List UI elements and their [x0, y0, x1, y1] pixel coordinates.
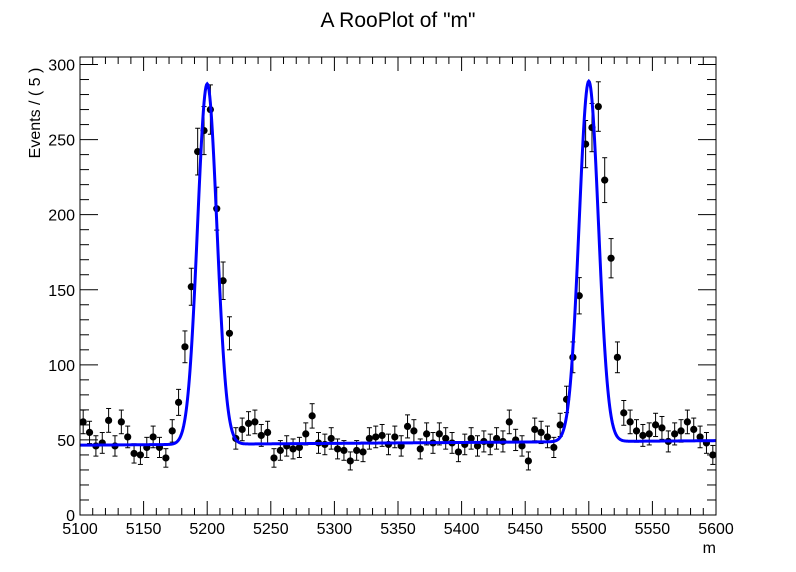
x-tick-label: 5600: [698, 521, 734, 538]
data-point: [442, 434, 450, 443]
data-point: [308, 412, 316, 420]
data-point: [467, 434, 475, 443]
x-tick-label: 5350: [380, 521, 416, 538]
data-point: [645, 430, 653, 438]
data-point: [683, 418, 691, 426]
x-tick-label: 5300: [317, 521, 353, 538]
data-point: [302, 430, 310, 438]
data-point: [537, 428, 545, 437]
data-point: [187, 283, 195, 291]
y-tick-label: 200: [48, 208, 75, 225]
data-point: [174, 398, 183, 406]
data-point: [79, 418, 87, 426]
data-point: [543, 433, 552, 441]
data-point: [454, 448, 463, 456]
data-point: [264, 428, 272, 437]
data-point: [658, 424, 666, 432]
data-point: [696, 433, 704, 441]
data-point: [492, 434, 501, 443]
fit-curve: [80, 78, 716, 447]
data-point: [677, 427, 685, 435]
data-point: [601, 176, 609, 184]
data-point: [435, 430, 443, 438]
y-tick-label: 150: [48, 283, 75, 300]
chart-title: A RooPlot of "m": [321, 9, 476, 32]
data-point: [276, 446, 284, 455]
data-point: [295, 443, 304, 452]
tick-labels: 5100 5150 5200 5250 5300 5350 5400 5450 5500 5550…: [48, 58, 734, 538]
data-point: [632, 427, 641, 435]
x-tick-label: 5250: [253, 521, 289, 538]
data-point: [225, 329, 234, 337]
data-point: [124, 433, 132, 441]
data-point: [181, 343, 189, 351]
data-point: [423, 430, 431, 438]
data-point: [671, 430, 679, 438]
data-point: [359, 448, 367, 456]
data-point: [149, 433, 157, 441]
y-tick-label: 50: [57, 433, 75, 450]
y-tick-label: 300: [48, 58, 75, 75]
x-tick-label: 5550: [635, 521, 671, 538]
data-point: [251, 418, 259, 426]
data-point: [594, 102, 602, 111]
data-point: [607, 254, 615, 262]
data-point: [473, 442, 482, 450]
data-point: [289, 445, 297, 453]
data-point: [531, 425, 539, 434]
data-point: [416, 445, 424, 453]
data-point: [518, 442, 526, 450]
data-point: [391, 433, 399, 441]
data-point: [556, 421, 564, 429]
data-point: [651, 421, 660, 429]
data-point: [340, 446, 348, 455]
data-point: [244, 419, 253, 427]
data-point: [410, 427, 418, 435]
data-point: [550, 443, 558, 452]
data-point: [378, 431, 386, 440]
y-tick-label: 0: [66, 508, 75, 525]
data-point: [690, 425, 698, 434]
data-point: [365, 434, 373, 443]
data-point: [238, 425, 246, 434]
data-point: [626, 418, 634, 426]
data-point: [403, 422, 412, 431]
data-point: [505, 418, 513, 426]
x-tick-label: 5450: [507, 521, 543, 538]
plot-frame: [79, 56, 717, 516]
data-point: [372, 433, 380, 441]
data-point: [130, 449, 138, 458]
data-point: [575, 292, 583, 300]
y-tick-label: 100: [48, 358, 75, 375]
data-point: [105, 416, 113, 424]
data-point: [270, 454, 278, 462]
x-tick-label: 5150: [126, 521, 162, 538]
data-point: [639, 431, 647, 440]
data-point: [327, 434, 335, 443]
x-axis-title: m: [703, 540, 716, 557]
y-axis-title: Events / ( 5 ): [27, 68, 44, 159]
x-tick-label: 5400: [444, 521, 480, 538]
data-point: [346, 457, 354, 465]
x-tick-label: 5100: [62, 521, 98, 538]
data-point: [136, 451, 145, 459]
data-point: [168, 427, 176, 435]
x-tick-label: 5200: [189, 521, 225, 538]
data-point: [353, 446, 361, 455]
data-point: [613, 353, 622, 361]
data-point: [709, 451, 717, 459]
data-point: [219, 277, 227, 285]
data-point: [162, 454, 170, 462]
x-tick-label: 5500: [571, 521, 607, 538]
data-point: [524, 457, 532, 465]
data-point: [620, 409, 628, 417]
data-point: [117, 418, 125, 426]
data-point: [85, 428, 94, 437]
y-tick-label: 250: [48, 133, 75, 150]
data-point: [257, 431, 265, 440]
data-point: [333, 445, 342, 453]
data-points: [79, 102, 717, 465]
